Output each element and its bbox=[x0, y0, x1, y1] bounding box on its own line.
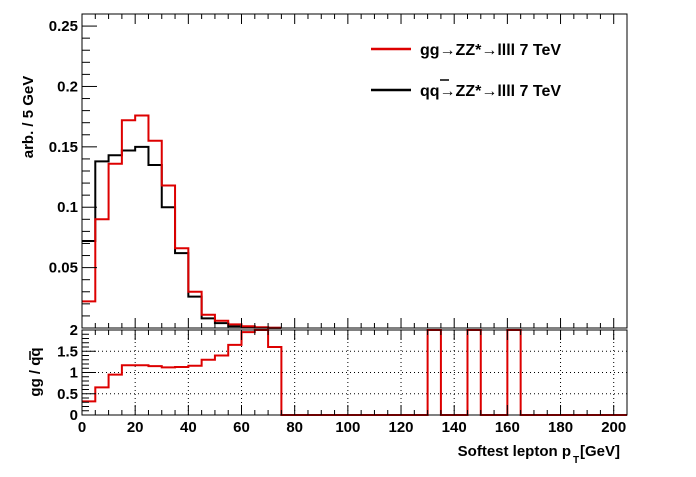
x-tick-label: 60 bbox=[233, 419, 250, 436]
ratio-y-tick-label: 1.5 bbox=[57, 343, 78, 360]
x-axis-title-subscript: T bbox=[573, 455, 579, 466]
legend-label-gg: gg→ZZ*→llll 7 TeV bbox=[420, 42, 561, 59]
main-y-tick-label: 0.25 bbox=[49, 18, 78, 35]
main-y-axis-title: arb. / 5 GeV bbox=[20, 76, 37, 159]
ratio-y-tick-label: 1 bbox=[70, 365, 78, 382]
main-y-tick-label: 0.15 bbox=[49, 139, 78, 156]
x-tick-label: 120 bbox=[389, 419, 414, 436]
main-y-tick-label: 0.2 bbox=[57, 78, 78, 95]
x-tick-label: 80 bbox=[286, 419, 303, 436]
x-tick-label: 160 bbox=[495, 419, 520, 436]
ratio-y-tick-label: 0 bbox=[70, 407, 78, 424]
x-tick-label: 20 bbox=[127, 419, 144, 436]
x-tick-label: 200 bbox=[601, 419, 626, 436]
legend-label-qq: qq→ZZ*→llll 7 TeV bbox=[420, 83, 561, 100]
x-tick-label: 100 bbox=[335, 419, 360, 436]
ratio-y-tick-label: 2 bbox=[70, 322, 78, 339]
ratio-y-tick-label: 0.5 bbox=[57, 386, 78, 403]
x-tick-label: 0 bbox=[78, 419, 86, 436]
main-y-tick-label: 0.05 bbox=[49, 260, 78, 277]
x-tick-label: 140 bbox=[442, 419, 467, 436]
x-tick-label: 180 bbox=[548, 419, 573, 436]
x-axis-title-unit: [GeV] bbox=[580, 443, 620, 460]
main-y-tick-label: 0.1 bbox=[57, 199, 78, 216]
x-axis-title-main: Softest lepton p bbox=[458, 443, 571, 460]
x-tick-label: 40 bbox=[180, 419, 197, 436]
